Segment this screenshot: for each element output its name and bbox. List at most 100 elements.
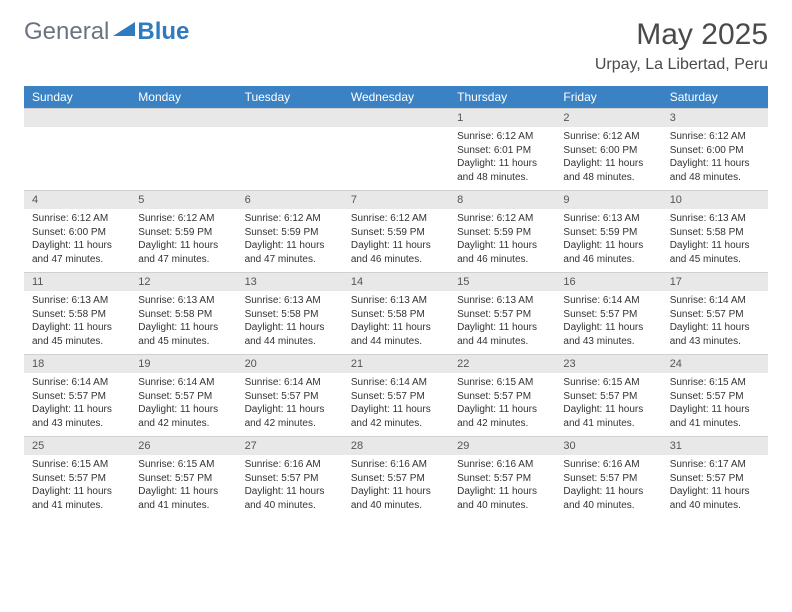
- title-block: May 2025 Urpay, La Libertad, Peru: [595, 18, 768, 74]
- day-cell: Sunrise: 6:12 AMSunset: 6:00 PMDaylight:…: [662, 127, 768, 191]
- day-number: 8: [449, 191, 555, 210]
- day-day2: and 47 minutes.: [245, 253, 335, 267]
- day-sunrise: Sunrise: 6:12 AM: [457, 130, 547, 144]
- day-number: 11: [24, 273, 130, 292]
- day-sunrise: Sunrise: 6:12 AM: [457, 212, 547, 226]
- day-number-row: 25262728293031: [24, 437, 768, 456]
- day-sunrise: Sunrise: 6:12 AM: [138, 212, 228, 226]
- day-info-row: Sunrise: 6:12 AMSunset: 6:00 PMDaylight:…: [24, 209, 768, 273]
- day-info-row: Sunrise: 6:13 AMSunset: 5:58 PMDaylight:…: [24, 291, 768, 355]
- month-title: May 2025: [595, 18, 768, 52]
- day-day2: and 48 minutes.: [457, 171, 547, 185]
- day-sunrise: Sunrise: 6:15 AM: [138, 458, 228, 472]
- day-number: 17: [662, 273, 768, 292]
- day-sunrise: Sunrise: 6:14 AM: [670, 294, 760, 308]
- day-sunrise: Sunrise: 6:16 AM: [457, 458, 547, 472]
- day-day1: Daylight: 11 hours: [32, 239, 122, 253]
- day-sunrise: Sunrise: 6:14 AM: [32, 376, 122, 390]
- day-sunset: Sunset: 6:01 PM: [457, 144, 547, 158]
- location-text: Urpay, La Libertad, Peru: [595, 56, 768, 74]
- day-number: 10: [662, 191, 768, 210]
- day-sunset: Sunset: 5:57 PM: [138, 472, 228, 486]
- day-number: 7: [343, 191, 449, 210]
- day-cell: Sunrise: 6:14 AMSunset: 5:57 PMDaylight:…: [24, 373, 130, 437]
- day-sunset: Sunset: 6:00 PM: [32, 226, 122, 240]
- day-number: 26: [130, 437, 236, 456]
- day-day2: and 44 minutes.: [457, 335, 547, 349]
- day-cell: Sunrise: 6:16 AMSunset: 5:57 PMDaylight:…: [449, 455, 555, 518]
- day-day1: Daylight: 11 hours: [245, 321, 335, 335]
- day-sunset: Sunset: 5:59 PM: [138, 226, 228, 240]
- day-sunrise: Sunrise: 6:13 AM: [563, 212, 653, 226]
- day-sunset: Sunset: 5:59 PM: [563, 226, 653, 240]
- day-number: 22: [449, 355, 555, 374]
- day-sunset: Sunset: 5:57 PM: [563, 308, 653, 322]
- day-sunrise: Sunrise: 6:13 AM: [670, 212, 760, 226]
- day-day1: Daylight: 11 hours: [670, 157, 760, 171]
- day-day1: Daylight: 11 hours: [138, 485, 228, 499]
- day-cell: Sunrise: 6:12 AMSunset: 6:00 PMDaylight:…: [555, 127, 661, 191]
- day-sunrise: Sunrise: 6:14 AM: [245, 376, 335, 390]
- day-sunset: Sunset: 5:57 PM: [245, 390, 335, 404]
- day-day2: and 46 minutes.: [457, 253, 547, 267]
- day-day2: and 41 minutes.: [138, 499, 228, 513]
- logo-triangle-icon: [113, 22, 135, 43]
- day-number: 16: [555, 273, 661, 292]
- day-day1: Daylight: 11 hours: [563, 403, 653, 417]
- day-cell: Sunrise: 6:12 AMSunset: 6:00 PMDaylight:…: [24, 209, 130, 273]
- day-sunrise: Sunrise: 6:13 AM: [351, 294, 441, 308]
- day-sunrise: Sunrise: 6:15 AM: [32, 458, 122, 472]
- day-sunset: Sunset: 5:57 PM: [670, 308, 760, 322]
- day-day2: and 42 minutes.: [457, 417, 547, 431]
- day-day1: Daylight: 11 hours: [351, 403, 441, 417]
- day-day1: Daylight: 11 hours: [563, 485, 653, 499]
- weekday-header: Sunday: [24, 86, 130, 109]
- day-day2: and 47 minutes.: [32, 253, 122, 267]
- day-number: 20: [237, 355, 343, 374]
- day-day2: and 42 minutes.: [245, 417, 335, 431]
- day-day2: and 40 minutes.: [670, 499, 760, 513]
- day-day1: Daylight: 11 hours: [32, 403, 122, 417]
- day-day1: Daylight: 11 hours: [245, 403, 335, 417]
- day-sunset: Sunset: 5:57 PM: [32, 390, 122, 404]
- day-number: 25: [24, 437, 130, 456]
- day-day1: Daylight: 11 hours: [670, 321, 760, 335]
- logo-text-general: General: [24, 18, 109, 46]
- day-cell: Sunrise: 6:14 AMSunset: 5:57 PMDaylight:…: [237, 373, 343, 437]
- day-cell: [130, 127, 236, 191]
- day-cell: Sunrise: 6:13 AMSunset: 5:58 PMDaylight:…: [662, 209, 768, 273]
- day-cell: Sunrise: 6:13 AMSunset: 5:58 PMDaylight:…: [24, 291, 130, 355]
- day-number: 23: [555, 355, 661, 374]
- day-cell: Sunrise: 6:13 AMSunset: 5:58 PMDaylight:…: [343, 291, 449, 355]
- day-day1: Daylight: 11 hours: [563, 157, 653, 171]
- day-sunrise: Sunrise: 6:12 AM: [245, 212, 335, 226]
- day-day2: and 40 minutes.: [351, 499, 441, 513]
- day-cell: Sunrise: 6:16 AMSunset: 5:57 PMDaylight:…: [555, 455, 661, 518]
- day-sunset: Sunset: 5:58 PM: [32, 308, 122, 322]
- day-day1: Daylight: 11 hours: [138, 403, 228, 417]
- day-day1: Daylight: 11 hours: [457, 239, 547, 253]
- day-number: [130, 109, 236, 128]
- day-sunrise: Sunrise: 6:17 AM: [670, 458, 760, 472]
- day-cell: Sunrise: 6:16 AMSunset: 5:57 PMDaylight:…: [343, 455, 449, 518]
- day-day1: Daylight: 11 hours: [351, 239, 441, 253]
- day-sunrise: Sunrise: 6:16 AM: [351, 458, 441, 472]
- day-day2: and 41 minutes.: [563, 417, 653, 431]
- day-sunrise: Sunrise: 6:13 AM: [32, 294, 122, 308]
- day-cell: Sunrise: 6:15 AMSunset: 5:57 PMDaylight:…: [24, 455, 130, 518]
- weekday-header: Monday: [130, 86, 236, 109]
- day-cell: Sunrise: 6:17 AMSunset: 5:57 PMDaylight:…: [662, 455, 768, 518]
- day-cell: Sunrise: 6:13 AMSunset: 5:58 PMDaylight:…: [130, 291, 236, 355]
- day-day1: Daylight: 11 hours: [457, 321, 547, 335]
- day-day2: and 45 minutes.: [32, 335, 122, 349]
- day-cell: Sunrise: 6:13 AMSunset: 5:57 PMDaylight:…: [449, 291, 555, 355]
- day-sunset: Sunset: 6:00 PM: [670, 144, 760, 158]
- day-cell: Sunrise: 6:15 AMSunset: 5:57 PMDaylight:…: [449, 373, 555, 437]
- day-day1: Daylight: 11 hours: [457, 157, 547, 171]
- day-sunrise: Sunrise: 6:13 AM: [245, 294, 335, 308]
- weekday-header: Wednesday: [343, 86, 449, 109]
- day-day2: and 43 minutes.: [670, 335, 760, 349]
- day-number: [343, 109, 449, 128]
- day-number: 24: [662, 355, 768, 374]
- day-sunrise: Sunrise: 6:14 AM: [138, 376, 228, 390]
